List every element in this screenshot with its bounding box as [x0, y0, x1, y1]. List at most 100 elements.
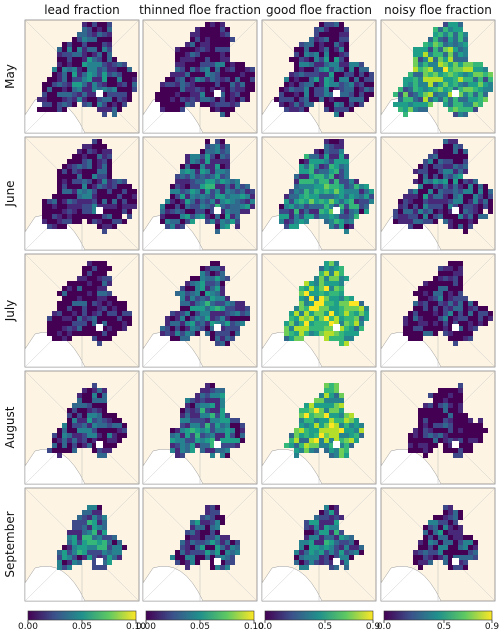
ice-cell	[215, 184, 220, 189]
ice-cell	[339, 169, 344, 174]
ice-cell	[433, 438, 438, 443]
ice-cell	[215, 87, 220, 92]
ice-cell	[220, 184, 225, 189]
ice-cell	[205, 57, 210, 62]
ice-cell	[107, 301, 112, 306]
ice-cell	[97, 341, 102, 346]
ice-cell	[299, 57, 304, 62]
ice-cell	[210, 37, 215, 42]
ice-cell	[309, 326, 314, 331]
ice-cell	[165, 92, 170, 97]
ice-cell	[488, 199, 493, 204]
ice-cell	[185, 77, 190, 82]
map-panel	[261, 253, 377, 368]
ice-cell	[245, 87, 250, 92]
ice-cell	[77, 82, 82, 87]
ice-cell	[304, 281, 309, 286]
colorbar	[27, 610, 137, 621]
ice-cell	[448, 291, 453, 296]
ice-cell	[433, 331, 438, 336]
ice-cell	[82, 164, 87, 169]
ice-cell	[458, 336, 463, 341]
ice-cell	[468, 209, 473, 214]
ice-cell	[299, 428, 304, 433]
ice-cell	[339, 179, 344, 184]
ice-cell	[205, 154, 210, 159]
ice-cell	[324, 52, 329, 57]
ice-cell	[77, 331, 82, 336]
ice-cell	[453, 286, 458, 291]
ice-cell	[314, 448, 319, 453]
ice-cell	[329, 316, 334, 321]
ice-cell	[324, 560, 329, 565]
ice-cell	[334, 72, 339, 77]
ice-cell	[97, 291, 102, 296]
ice-cell	[205, 179, 210, 184]
ice-cell	[478, 77, 483, 82]
ice-cell	[215, 37, 220, 42]
ice-cell	[82, 433, 87, 438]
ice-cell	[82, 306, 87, 311]
ice-cell	[62, 97, 67, 102]
ice-cell	[324, 331, 329, 336]
ice-cell	[205, 530, 210, 535]
ice-cell	[443, 311, 448, 316]
ice-cell	[215, 535, 220, 540]
ice-cell	[92, 159, 97, 164]
ice-cell	[309, 311, 314, 316]
ice-cell	[428, 102, 433, 107]
ice-cell	[458, 306, 463, 311]
ice-cell	[289, 72, 294, 77]
ice-cell	[344, 316, 349, 321]
ice-cell	[200, 438, 205, 443]
ice-cell	[92, 97, 97, 102]
ice-cell	[205, 383, 210, 388]
ice-cell	[443, 291, 448, 296]
ice-cell	[180, 67, 185, 72]
ice-cell	[473, 311, 478, 316]
ice-cell	[284, 82, 289, 87]
ice-cell	[418, 428, 423, 433]
ice-cell	[403, 194, 408, 199]
ice-cell	[304, 301, 309, 306]
ice-cell	[190, 154, 195, 159]
ice-cell	[200, 291, 205, 296]
ice-cell	[319, 77, 324, 82]
ice-cell	[483, 321, 488, 326]
ice-cell	[344, 42, 349, 47]
ice-cell	[304, 565, 309, 570]
ice-cell	[97, 393, 102, 398]
ice-cell	[413, 321, 418, 326]
ice-cell	[107, 311, 112, 316]
ice-cell	[319, 169, 324, 174]
ice-cell	[463, 179, 468, 184]
ice-cell	[77, 57, 82, 62]
ice-cell	[92, 261, 97, 266]
ice-cell	[180, 209, 185, 214]
ice-cell	[67, 281, 72, 286]
ice-cell	[250, 67, 255, 72]
ice-cell	[180, 224, 185, 229]
ice-cell	[92, 535, 97, 540]
ice-cell	[329, 388, 334, 393]
ice-cell	[428, 154, 433, 159]
ice-cell	[240, 67, 245, 72]
ice-cell	[67, 159, 72, 164]
ice-cell	[195, 520, 200, 525]
ice-cell	[354, 82, 359, 87]
ice-cell	[438, 525, 443, 530]
ice-cell	[443, 413, 448, 418]
ice-cell	[215, 266, 220, 271]
ice-cell	[443, 510, 448, 515]
ice-cell	[319, 92, 324, 97]
ice-cell	[215, 505, 220, 510]
ice-cell	[72, 520, 77, 525]
ice-cell	[319, 276, 324, 281]
ice-cell	[200, 535, 205, 540]
ice-cell	[423, 413, 428, 418]
ice-cell	[72, 555, 77, 560]
ice-cell	[448, 72, 453, 77]
ice-cell	[364, 199, 369, 204]
ice-cell	[195, 550, 200, 555]
ice-cell	[458, 27, 463, 32]
